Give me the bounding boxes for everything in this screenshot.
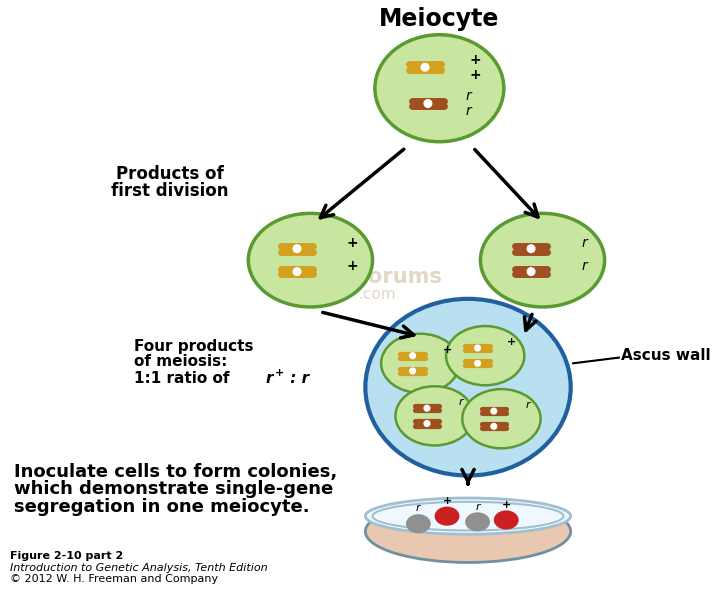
Ellipse shape — [375, 35, 504, 142]
Text: BioloGyForums: BioloGyForums — [265, 268, 442, 287]
Ellipse shape — [365, 498, 570, 534]
Text: r: r — [582, 259, 588, 273]
Text: r: r — [526, 400, 531, 410]
Ellipse shape — [446, 326, 524, 385]
Circle shape — [474, 361, 480, 366]
Ellipse shape — [494, 511, 518, 530]
Circle shape — [527, 245, 535, 253]
Text: r: r — [465, 89, 471, 103]
Circle shape — [491, 424, 497, 429]
Circle shape — [410, 353, 415, 359]
Circle shape — [293, 268, 301, 275]
Ellipse shape — [462, 389, 541, 448]
Text: +: + — [502, 500, 511, 509]
Text: r: r — [459, 397, 464, 407]
Text: +: + — [470, 68, 482, 82]
Text: Ascus wall: Ascus wall — [621, 348, 710, 363]
Text: r: r — [465, 104, 471, 118]
Circle shape — [424, 100, 432, 107]
Circle shape — [474, 345, 480, 351]
Text: +: + — [443, 496, 452, 506]
Text: segregation in one meiocyte.: segregation in one meiocyte. — [14, 497, 310, 515]
Ellipse shape — [365, 500, 570, 562]
Text: .com: .com — [358, 287, 396, 302]
Text: +: + — [508, 337, 516, 347]
Text: Four products: Four products — [134, 338, 253, 353]
Ellipse shape — [248, 214, 373, 307]
Text: +: + — [347, 236, 358, 250]
Ellipse shape — [406, 514, 431, 533]
Ellipse shape — [435, 506, 459, 526]
Text: 1:1 ratio of: 1:1 ratio of — [134, 371, 235, 386]
Text: +: + — [275, 368, 284, 378]
Circle shape — [424, 421, 430, 427]
Text: Inoculate cells to form colonies,: Inoculate cells to form colonies, — [14, 463, 338, 481]
Text: © 2012 W. H. Freeman and Company: © 2012 W. H. Freeman and Company — [9, 574, 217, 584]
Text: Introduction to Genetic Analysis, Tenth Edition: Introduction to Genetic Analysis, Tenth … — [9, 563, 267, 573]
Text: +: + — [470, 53, 482, 67]
Circle shape — [491, 408, 497, 414]
Ellipse shape — [381, 334, 459, 393]
Ellipse shape — [365, 299, 570, 476]
Text: first division: first division — [111, 182, 229, 200]
Circle shape — [527, 268, 535, 275]
Text: Figure 2-10 part 2: Figure 2-10 part 2 — [9, 551, 123, 561]
Text: which demonstrate single-gene: which demonstrate single-gene — [14, 481, 334, 499]
Text: +: + — [347, 259, 358, 273]
Ellipse shape — [396, 386, 474, 445]
Circle shape — [410, 368, 415, 374]
Text: r: r — [416, 503, 421, 514]
Text: r: r — [582, 236, 588, 250]
Ellipse shape — [480, 214, 604, 307]
Text: r: r — [266, 371, 273, 386]
Circle shape — [424, 406, 430, 411]
Circle shape — [293, 245, 301, 253]
Text: of meiosis:: of meiosis: — [134, 354, 227, 369]
Text: r: r — [475, 502, 480, 512]
Text: : r: : r — [284, 371, 309, 386]
Ellipse shape — [465, 512, 490, 532]
Text: +: + — [443, 345, 452, 355]
Circle shape — [421, 64, 429, 71]
Text: Meiocyte: Meiocyte — [379, 7, 500, 31]
Text: Products of: Products of — [116, 165, 224, 183]
